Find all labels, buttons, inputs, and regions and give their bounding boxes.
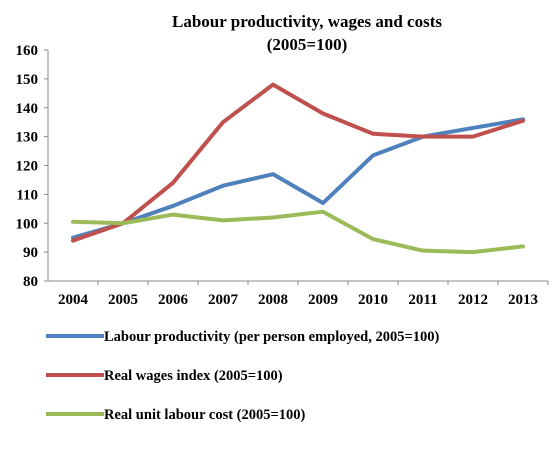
x-tick-label: 2009: [308, 292, 338, 308]
y-tick-label: 90: [23, 245, 38, 261]
y-tick-label: 110: [16, 187, 38, 203]
legend-label-1: Real wages index (2005=100): [104, 368, 283, 384]
x-tick-label: 2010: [358, 292, 388, 308]
y-tick-label: 80: [23, 274, 38, 290]
x-tick-label: 2011: [408, 292, 437, 308]
legend-label-2: Real unit labour cost (2005=100): [104, 407, 306, 423]
x-tick-label: 2007: [208, 292, 239, 308]
y-tick-labels: 80 90 100 110 120 130 140 150 160: [16, 43, 48, 290]
series-line-1: [71, 82, 525, 243]
legend-label-0: Labour productivity (per person employed…: [104, 329, 440, 345]
x-tick-label: 2006: [158, 292, 189, 308]
y-tick-label: 160: [16, 43, 39, 59]
legend: Labour productivity (per person employed…: [46, 329, 440, 423]
series-line-0: [71, 117, 525, 240]
series-lines: [71, 82, 525, 255]
x-tick-labels: 2004 2005 2006 2007 2008 2009 2010 2011 2012 2013: [58, 281, 549, 308]
series-line-2: [71, 209, 525, 255]
y-tick-label: 120: [16, 159, 39, 175]
chart-title: Labour productivity, wages and costs: [172, 12, 442, 31]
x-tick-label: 2013: [508, 292, 538, 308]
x-tick-label: 2005: [108, 292, 138, 308]
y-tick-label: 150: [16, 72, 39, 88]
x-tick-label: 2012: [458, 292, 488, 308]
y-tick-label: 140: [16, 101, 39, 117]
y-tick-label: 100: [16, 216, 39, 232]
chart-subtitle: (2005=100): [267, 35, 348, 54]
x-tick-label: 2004: [58, 292, 89, 308]
y-tick-label: 130: [16, 130, 39, 146]
x-tick-label: 2008: [258, 292, 288, 308]
